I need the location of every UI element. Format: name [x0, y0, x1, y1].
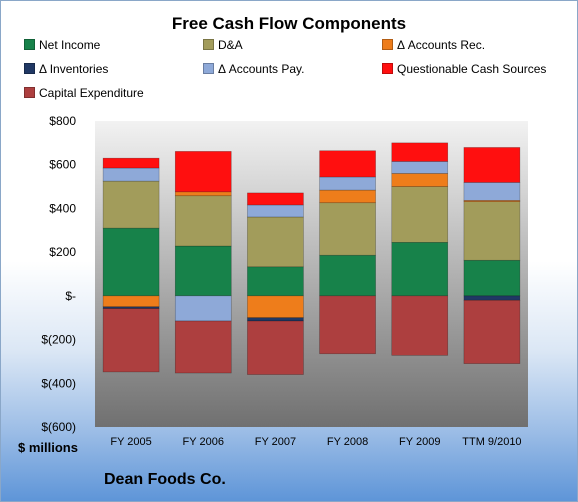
y-tick-label: $(200)	[41, 333, 76, 347]
bar-segment-inventories	[463, 295, 521, 301]
bar-segment-accounts-rec	[247, 295, 304, 319]
y-tick-label: $-	[65, 289, 76, 303]
bar-segment-accounts-rec	[463, 200, 521, 202]
bar-segment-accounts-pay	[391, 161, 449, 174]
bar-segment-capex	[319, 295, 376, 355]
bar-segment-capex	[102, 308, 160, 373]
legend: Net Income D&A Δ Accounts Rec. Δ Inventorie…	[0, 0, 578, 110]
bar-segment-questionable	[174, 151, 232, 193]
x-tick-label: FY 2007	[255, 436, 296, 448]
legend-label: Δ Inventories	[39, 62, 109, 76]
bar-segment-accounts-rec	[102, 295, 160, 308]
x-tick-label: FY 2005	[110, 436, 151, 448]
bar-segment-da	[102, 180, 160, 229]
legend-swatch	[24, 39, 35, 51]
bar-segment-capex	[391, 295, 449, 356]
legend-swatch	[382, 63, 393, 75]
bar-segment-accounts-rec	[174, 191, 232, 197]
bar-segment-accounts-pay	[102, 167, 160, 182]
legend-label: Δ Accounts Rec.	[397, 38, 486, 52]
x-tick-label: FY 2009	[399, 436, 440, 448]
bar-segment-da	[463, 201, 521, 261]
legend-item-questionable: Questionable Cash Sources	[382, 62, 546, 76]
x-tick-label: FY 2006	[183, 436, 224, 448]
bar-segment-inventories	[247, 317, 304, 322]
legend-item-inventories: Δ Inventories	[24, 62, 108, 76]
bar-segment-accounts-pay	[174, 295, 232, 322]
bar-segment-accounts-pay	[463, 182, 521, 201]
bar-segment-net-income	[463, 259, 521, 297]
bar-segment-questionable	[247, 192, 304, 206]
legend-label: Δ Accounts Pay.	[218, 62, 305, 76]
legend-swatch	[24, 87, 35, 99]
bar-segment-accounts-pay	[247, 204, 304, 218]
legend-swatch	[24, 63, 35, 75]
plot-area	[95, 121, 528, 427]
bar-segment-accounts-pay	[319, 176, 376, 191]
x-tick-label: FY 2008	[327, 436, 368, 448]
bar-segment-questionable	[102, 157, 160, 169]
legend-swatch	[203, 39, 214, 51]
bar-segment-accounts-rec	[319, 189, 376, 204]
legend-label: D&A	[218, 38, 243, 52]
y-tick-label: $(600)	[41, 420, 76, 434]
bar-segment-capex	[247, 320, 304, 375]
bar-segment-questionable	[463, 147, 521, 183]
y-tick-label: $(400)	[41, 376, 76, 390]
legend-swatch	[203, 63, 214, 75]
chart-title: Free Cash Flow Components	[171, 14, 407, 33]
bar-segment-da	[319, 202, 376, 256]
legend-swatch	[382, 39, 393, 51]
legend-item-da: D&A	[203, 38, 243, 52]
legend-item-capex: Capital Expenditure	[24, 86, 144, 100]
bar-segment-questionable	[319, 150, 376, 178]
company-label: Dean Foods Co.	[104, 471, 226, 488]
bar-segment-net-income	[174, 245, 232, 297]
bar-segment-net-income	[247, 266, 304, 297]
bar-segment-da	[247, 216, 304, 268]
legend-label: Questionable Cash Sources	[397, 62, 547, 76]
legend-label: Net Income	[39, 38, 101, 52]
bar-segment-net-income	[319, 254, 376, 297]
bar-segment-capex	[463, 299, 521, 364]
legend-item-accounts-rec: Δ Accounts Rec.	[382, 38, 485, 52]
legend-item-net-income: Net Income	[24, 38, 100, 52]
bar-segment-da	[174, 195, 232, 247]
y-tick-label: $600	[49, 158, 76, 172]
bar-segment-da	[391, 186, 449, 243]
x-tick-label: TTM 9/2010	[462, 436, 521, 448]
bar-segment-net-income	[391, 242, 449, 297]
legend-item-accounts-pay: Δ Accounts Pay.	[203, 62, 305, 76]
bar-segment-net-income	[102, 227, 160, 297]
y-tick-label: $400	[49, 201, 76, 215]
units-label: $ millions	[18, 440, 78, 455]
bar-segment-accounts-rec	[391, 173, 449, 187]
bar-segment-questionable	[391, 142, 449, 162]
bar-segment-capex	[174, 320, 232, 374]
y-tick-label: $800	[49, 114, 76, 128]
y-tick-label: $200	[49, 245, 76, 259]
legend-label: Capital Expenditure	[39, 86, 144, 100]
